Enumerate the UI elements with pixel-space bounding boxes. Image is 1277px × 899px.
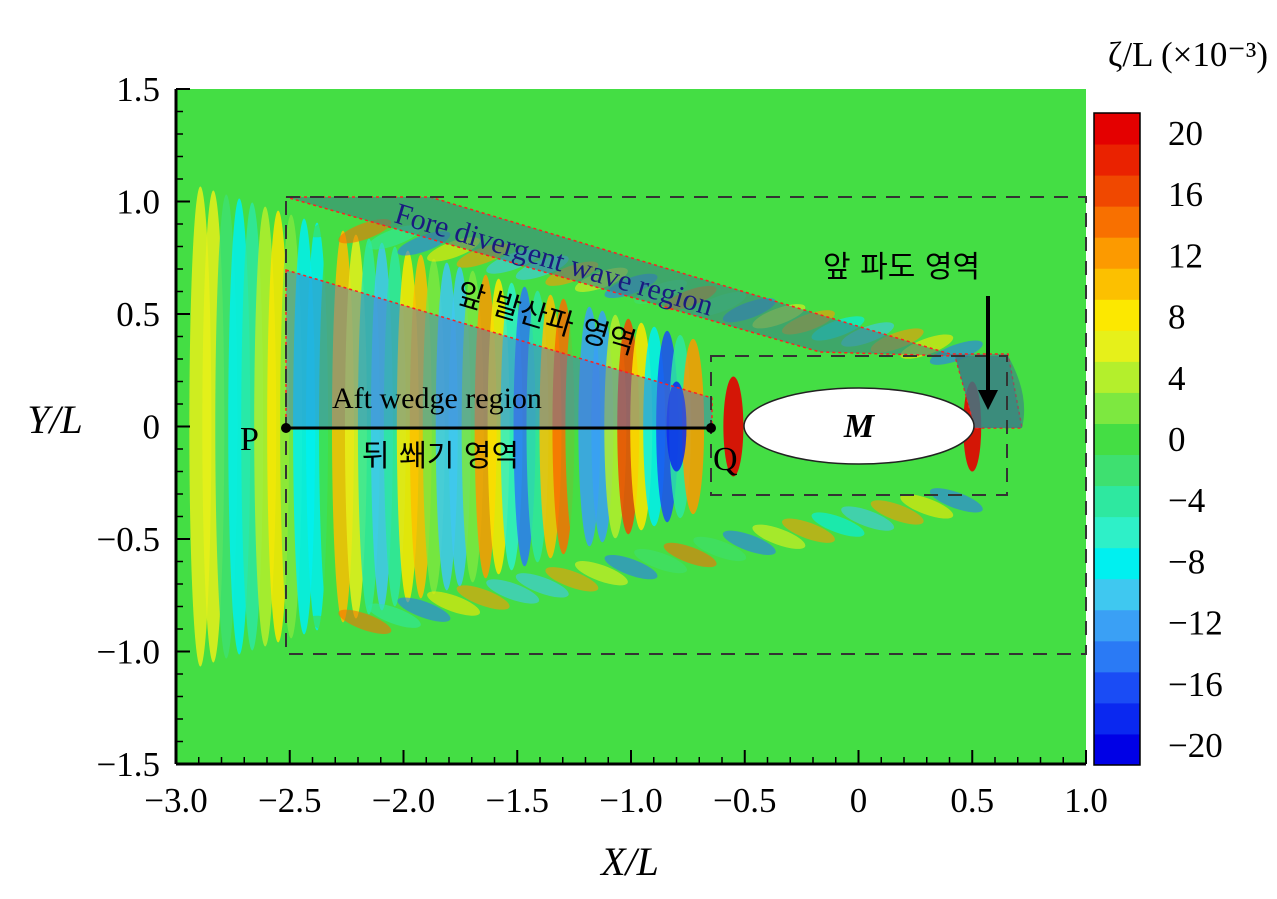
diverging-wave (722, 530, 776, 555)
colorbar-ticks: 20 16 12 8 4 0 −4 −8 −12 −16 −20 (1168, 114, 1223, 765)
x-tick-label: 0 (850, 781, 868, 820)
point-p-label: P (240, 421, 259, 458)
diverging-wave (693, 536, 747, 562)
colorbar-swatch (1094, 454, 1140, 487)
x-tick-label: 0.5 (950, 781, 994, 820)
y-tick-label: 1.5 (116, 70, 160, 109)
aft-region-label: Aft wedge region (332, 382, 542, 415)
diverging-wave (367, 603, 421, 628)
colorbar-tick-label: −20 (1168, 726, 1223, 765)
colorbar-tick-label: 16 (1168, 175, 1203, 214)
colorbar-swatch (1094, 578, 1140, 611)
diverging-wave (752, 524, 806, 549)
diverging-wave (929, 488, 983, 513)
colorbar-swatch (1094, 268, 1140, 300)
colorbar-swatch (1094, 423, 1140, 456)
colorbar-swatch (1094, 702, 1140, 735)
colorbar-swatch (1094, 516, 1140, 549)
x-tick-label: −1.5 (486, 781, 550, 820)
diverging-wave (338, 219, 392, 244)
diverging-wave (811, 512, 865, 537)
diverging-wave (308, 212, 362, 238)
colorbar-tick-label: 12 (1168, 236, 1203, 275)
colorbar-swatch (1094, 175, 1140, 207)
colorbar-swatch (1094, 299, 1140, 331)
diverging-wave (900, 494, 954, 519)
body-label: M (843, 408, 876, 445)
colorbar-frame (1093, 112, 1141, 766)
x-axis-ticks: −3.0 −2.5 −2.0 −1.5 −1.0 −0.5 0 0.5 1.0 (144, 750, 1108, 820)
diverging-wave (574, 561, 628, 586)
x-tick-label: −2.0 (372, 781, 436, 820)
y-tick-label: −1.0 (97, 633, 161, 672)
body-ellipse (743, 387, 975, 465)
colorbar-swatch (1094, 485, 1140, 518)
diverging-wave (338, 609, 392, 634)
colorbar-swatch (1094, 144, 1140, 176)
diverging-wave (870, 500, 924, 525)
diverging-wave (397, 597, 451, 622)
diverging-wave (634, 548, 688, 574)
diverging-wave (781, 518, 835, 543)
colorbar-tick-label: 4 (1168, 359, 1186, 398)
point-p-marker (281, 423, 291, 433)
arrow-head (978, 390, 998, 410)
colorbar-tick-label: −16 (1168, 665, 1223, 704)
colorbar-swatch (1094, 609, 1140, 642)
colorbar-tick-label: −4 (1168, 481, 1205, 520)
diverging-wave (308, 615, 362, 641)
colorbar-swatch (1094, 392, 1140, 424)
diverging-wave (515, 573, 569, 598)
diverging-wave (841, 506, 895, 531)
colorbar-swatch (1094, 237, 1140, 269)
y-tick-label: −1.5 (97, 745, 161, 784)
fore-wave-region-label: 앞 파도 영역 (823, 250, 980, 285)
colorbar (1094, 113, 1140, 766)
colorbar-tick-label: 8 (1168, 298, 1186, 337)
diverging-wave (604, 554, 658, 580)
y-axis-ticks: −1.5 −1.0 −0.5 0 0.5 1.0 1.5 (97, 70, 190, 784)
colorbar-swatch (1094, 361, 1140, 393)
x-axis-label: X/L (599, 839, 659, 884)
y-tick-label: 1.0 (116, 183, 160, 222)
x-tick-label: −1.0 (599, 781, 663, 820)
aft-region-label-ko: 뒤 쐐기 영역 (362, 439, 519, 474)
colorbar-tick-label: 0 (1168, 420, 1186, 459)
colorbar-tick-label: 20 (1168, 114, 1203, 153)
fore-divergent-region (285, 196, 1023, 429)
x-tick-label: −0.5 (713, 781, 777, 820)
y-tick-label: 0.5 (116, 295, 160, 334)
wave-pattern (176, 182, 983, 671)
colorbar-swatch (1094, 671, 1140, 704)
colorbar-swatch (1094, 113, 1140, 145)
diverging-wave (663, 542, 717, 568)
x-tick-label: −2.5 (258, 781, 322, 820)
colorbar-swatch (1094, 733, 1140, 766)
point-q-marker (706, 423, 716, 433)
diverging-wave (486, 579, 540, 604)
diverging-wave (456, 585, 510, 610)
diverging-wave (929, 340, 983, 365)
stern-crest (723, 376, 744, 477)
colorbar-label: ζ/L (×10⁻³) (1108, 35, 1268, 74)
colorbar-swatch (1094, 640, 1140, 673)
colorbar-tick-label: −12 (1168, 604, 1223, 643)
colorbar-swatch (1094, 547, 1140, 580)
x-tick-label: −3.0 (144, 781, 208, 820)
x-tick-label: 1.0 (1064, 781, 1108, 820)
y-axis-label: Y/L (27, 397, 83, 442)
diverging-wave (545, 567, 599, 592)
diverging-wave (427, 591, 481, 616)
y-tick-label: 0 (143, 408, 161, 447)
colorbar-swatch (1094, 206, 1140, 238)
colorbar-tick-label: −8 (1168, 542, 1205, 581)
point-q-label: Q (713, 441, 738, 478)
colorbar-swatch (1094, 330, 1140, 362)
y-tick-label: −0.5 (97, 520, 161, 559)
